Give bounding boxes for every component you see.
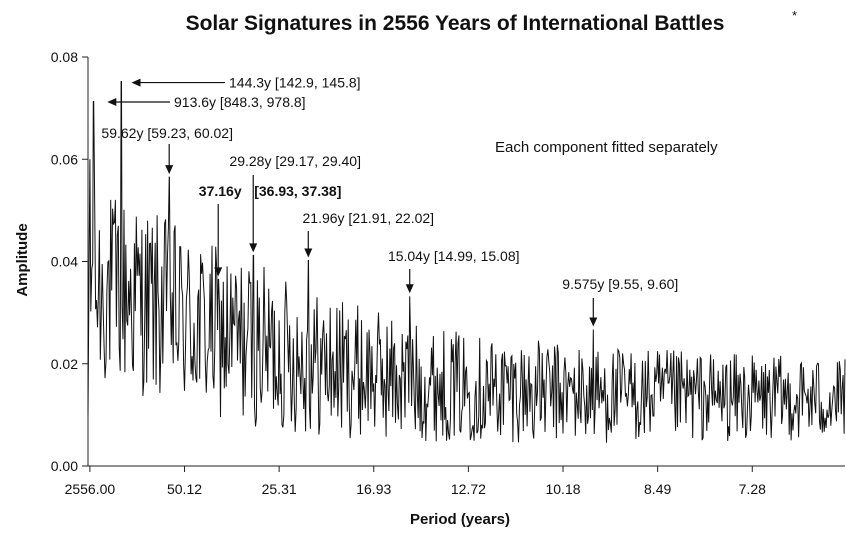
x-tick-label: 10.18: [545, 481, 580, 497]
peak-arrow-7-head: [589, 317, 598, 327]
y-tick-label: 0.02: [51, 356, 78, 372]
x-tick-label: 50.12: [167, 481, 202, 497]
peak-interval-label: [36.93, 37.38]: [254, 183, 341, 199]
chart-note: Each component fitted separately: [495, 139, 718, 156]
peak-annotations: 913.6y [848.3, 978.8] 144.3y [142.9, 145.…: [101, 75, 678, 327]
peak-label: 15.04y [14.99, 15.08]: [388, 248, 520, 264]
title-asterisk: *: [792, 8, 797, 23]
x-tick-label: 2556.00: [65, 481, 116, 497]
peak-arrow-2-head: [165, 165, 174, 175]
y-tick-label: 0.00: [51, 458, 78, 474]
x-axis-label: Period (years): [410, 511, 510, 528]
x-tick-label: 16.93: [356, 481, 391, 497]
x-tick-label: 7.28: [739, 481, 766, 497]
peak-arrow-144-head: [131, 78, 141, 87]
peak-label: 9.575y [9.55, 9.60]: [562, 276, 678, 292]
peak-label: 21.96y [21.91, 22.02]: [303, 210, 435, 226]
peak-arrow-3-head: [214, 267, 223, 277]
axes: 0.00 0.02 0.04 0.06 0.08 2556.00 50.12 25.31 16.…: [51, 49, 845, 497]
peak-label: 144.3y [142.9, 145.8]: [229, 75, 361, 91]
peak-label: 913.6y [848.3, 978.8]: [174, 94, 306, 110]
x-tick-label: 8.49: [644, 481, 671, 497]
x-tick-label: 12.72: [451, 481, 486, 497]
peak-label: 59.62y [59.23, 60.02]: [101, 125, 233, 141]
y-axis-label: Amplitude: [14, 223, 31, 296]
peak-arrow-913-head: [107, 97, 117, 106]
y-tick-label: 0.08: [51, 49, 78, 65]
peak-label: 29.28y [29.17, 29.40]: [229, 153, 361, 169]
peak-arrow-4-head: [249, 243, 258, 253]
chart-title: Solar Signatures in 2556 Years of Intern…: [186, 12, 725, 35]
x-tick-label: 25.31: [262, 481, 297, 497]
y-tick-label: 0.04: [51, 254, 78, 270]
peak-label: 37.16y: [199, 183, 242, 199]
y-tick-label: 0.06: [51, 151, 78, 167]
series-line: [87, 81, 846, 443]
series-layer: [87, 81, 846, 443]
peak-arrow-6-head: [405, 284, 414, 294]
peak-arrow-5-head: [304, 248, 313, 258]
